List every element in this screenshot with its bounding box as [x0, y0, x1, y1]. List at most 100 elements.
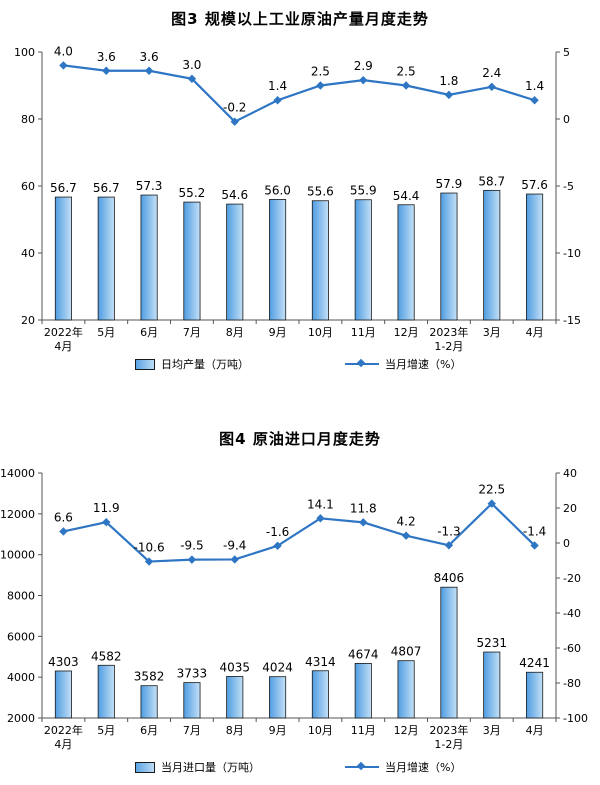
x-tick-label-line: 12月 — [394, 724, 419, 737]
y-tick-label-right: 40 — [563, 467, 577, 480]
x-tick-label-line: 7月 — [183, 724, 201, 737]
bar-data-label: 56.7 — [93, 181, 120, 195]
x-tick-label: 2022年 4月 — [44, 723, 83, 751]
bar-data-label: 56.0 — [264, 183, 291, 197]
y-tick-label-left: 4000 — [7, 671, 35, 684]
bar-data-label: 5231 — [476, 636, 507, 650]
line-point — [530, 96, 539, 105]
y-tick-label-right: 20 — [563, 502, 577, 515]
x-tick-label: 11月 — [351, 326, 376, 339]
series-line — [63, 64, 535, 124]
y-tick-label-right: 5 — [563, 46, 570, 59]
line-data-label: -1.4 — [523, 524, 546, 538]
bar-data-label: 56.7 — [50, 181, 77, 195]
x-tick-label-line: 2023年 — [429, 723, 468, 737]
bar-data-label: 55.2 — [179, 186, 206, 200]
bar — [140, 194, 158, 321]
x-tick-label-line: 8月 — [226, 724, 244, 737]
x-tick-label-line: 4月 — [54, 738, 72, 751]
x-tick-label-line: 10月 — [308, 326, 333, 339]
chart-production: 图3 规模以上工业原油产量月度走势 20 40 60 80 100 -15 -10 -5 0 5 2… — [0, 0, 600, 392]
line-point — [359, 518, 368, 527]
y-tick-label-right: 0 — [563, 113, 570, 126]
x-tick-label-line: 3月 — [483, 724, 501, 737]
line-point — [273, 96, 282, 105]
x-tick-label: 3月 — [483, 326, 501, 339]
chart-title: 图3 规模以上工业原油产量月度走势 — [171, 10, 429, 28]
x-tick-label-line: 4月 — [54, 340, 72, 353]
legend-line-label: 当月增速（%） — [385, 761, 462, 774]
line-data-label: 22.5 — [478, 483, 505, 497]
bar — [354, 199, 372, 321]
bar — [440, 586, 458, 719]
bar-data-label: 57.9 — [436, 177, 463, 191]
line-point — [187, 74, 197, 83]
bar — [397, 660, 415, 719]
y-tick-label-right: -5 — [563, 180, 574, 193]
y-tick-label-right: -10 — [563, 247, 581, 260]
line-point — [59, 61, 68, 70]
x-tick-label: 10月 — [308, 724, 333, 737]
x-tick-label-line: 12月 — [394, 326, 419, 339]
line-data-label: 1.4 — [525, 79, 544, 93]
x-tick-label-line: 4月 — [526, 724, 544, 737]
x-tick-label-line: 5月 — [97, 724, 115, 737]
bar-data-label: 4035 — [219, 660, 250, 674]
bar — [526, 671, 544, 719]
x-tick-label-line: 9月 — [269, 724, 287, 737]
chart-plot-area: 2000 4000 6000 8000 10000 12000 14000 -100 -80 -6… — [0, 467, 588, 751]
bar-data-label: 55.9 — [350, 184, 377, 198]
bar — [183, 201, 201, 321]
bar — [140, 685, 158, 719]
x-tick-label: 2023年 1-2月 — [429, 325, 468, 353]
y-tick-label-left: 60 — [21, 180, 35, 193]
line-point — [230, 117, 239, 126]
line-data-label: -9.5 — [180, 539, 203, 553]
bar — [226, 676, 244, 719]
x-tick-label-line: 4月 — [526, 326, 544, 339]
x-tick-label-line: 2022年 — [44, 723, 83, 737]
y-tick-label-right: -40 — [563, 607, 581, 620]
x-tick-label: 7月 — [183, 326, 201, 339]
x-tick-label: 11月 — [351, 724, 376, 737]
bar — [226, 203, 244, 321]
x-tick-label: 5月 — [97, 724, 115, 737]
x-tick-label-line: 6月 — [140, 326, 158, 339]
bar-data-label: 4582 — [91, 649, 122, 663]
bar-data-label: 58.7 — [478, 174, 505, 188]
legend-bar: 日均产量（万吨） — [135, 356, 249, 372]
line-data-label: 14.1 — [307, 497, 334, 511]
bar-data-label: 3733 — [177, 667, 208, 681]
line-data-label: 2.4 — [482, 66, 501, 80]
bar — [183, 682, 201, 719]
bar-data-label: 4674 — [348, 647, 379, 661]
y-tick-label-right: -100 — [563, 712, 588, 725]
line-data-label: 2.5 — [311, 65, 330, 79]
bar-data-label: 4024 — [262, 661, 293, 675]
x-tick-label-line: 7月 — [183, 326, 201, 339]
line-point — [316, 81, 325, 90]
bar — [311, 200, 329, 321]
bar-data-label: 4303 — [48, 655, 79, 669]
legend-bar-swatch — [135, 761, 155, 773]
x-tick-label-line: 8月 — [226, 326, 244, 339]
legend-bar-label: 当月进口量（万吨） — [161, 761, 260, 774]
y-tick-label-left: 80 — [21, 113, 35, 126]
line-point — [187, 555, 197, 564]
line-point — [487, 82, 496, 92]
line-data-label: 4.2 — [397, 515, 416, 529]
chart-import: 图4 原油进口月度走势 2000 4000 6000 8000 10000 12000 14… — [0, 420, 600, 785]
y-tick-label-right: -80 — [563, 677, 581, 690]
y-tick-label-left: 10000 — [0, 549, 35, 562]
x-tick-label: 4月 — [526, 724, 544, 737]
x-tick-label-line: 10月 — [308, 724, 333, 737]
x-tick-label-line: 3月 — [483, 326, 501, 339]
bar — [440, 192, 458, 321]
x-tick-label-line: 2023年 — [429, 325, 468, 339]
legend-bar: 当月进口量（万吨） — [135, 759, 260, 775]
line-data-label: 6.6 — [54, 510, 73, 524]
line-data-label: 2.9 — [354, 59, 373, 73]
line-data-label: 11.9 — [93, 501, 120, 515]
x-tick-label: 9月 — [269, 724, 287, 737]
